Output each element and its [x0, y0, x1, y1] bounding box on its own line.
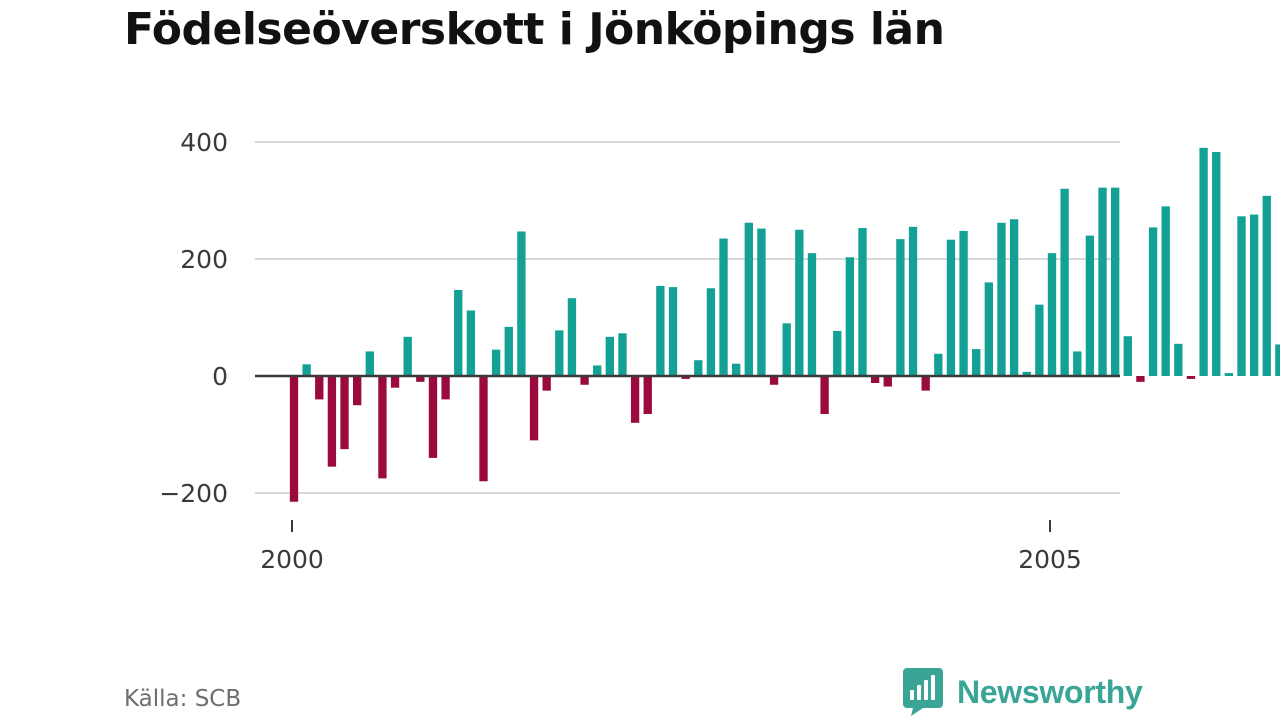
bar — [454, 290, 463, 376]
bar — [681, 376, 690, 379]
bar — [353, 376, 362, 406]
bar — [984, 282, 993, 376]
bar — [1111, 187, 1120, 376]
bar — [1249, 214, 1259, 376]
bar — [1022, 371, 1031, 376]
bar — [694, 360, 703, 376]
bar — [315, 376, 324, 400]
bar — [1199, 147, 1208, 376]
bar — [504, 326, 513, 376]
bar — [1085, 235, 1095, 376]
bar — [441, 376, 450, 400]
bar — [820, 376, 829, 415]
bar — [1186, 376, 1196, 379]
bar — [567, 298, 577, 376]
y-tick-label: 200 — [180, 245, 228, 274]
bar — [1148, 227, 1158, 376]
bar — [1237, 216, 1246, 376]
bar — [466, 310, 476, 376]
x-tick-label: 2000 — [260, 545, 324, 574]
bar — [555, 330, 564, 376]
bar — [757, 228, 766, 376]
bar — [908, 226, 918, 376]
bar — [302, 364, 311, 376]
bar — [605, 336, 614, 377]
bar — [1224, 373, 1234, 376]
bar — [428, 376, 438, 458]
bar — [390, 376, 400, 388]
bar — [921, 376, 930, 391]
chart-title: Födelseöverskott i Jönköpings län — [124, 4, 945, 55]
bar — [1174, 343, 1183, 376]
bar — [795, 229, 804, 376]
bar — [1123, 336, 1132, 376]
bar — [732, 363, 741, 376]
bar — [807, 253, 817, 376]
y-tick-label: 400 — [180, 128, 228, 157]
bar — [630, 376, 640, 423]
bar — [833, 330, 842, 376]
bar — [997, 222, 1006, 376]
brand-name: Newsworthy — [957, 673, 1143, 710]
bar — [1009, 219, 1019, 376]
bar — [668, 287, 678, 376]
y-tick-label: −200 — [159, 479, 228, 508]
bar — [1047, 253, 1057, 376]
bar — [479, 376, 488, 482]
source-note: Källa: SCB — [124, 686, 242, 712]
bar — [972, 349, 981, 376]
bar — [1275, 344, 1280, 376]
bar — [1098, 187, 1107, 376]
x-tick-label: 2005 — [1018, 545, 1082, 574]
newsworthy-logo-icon — [903, 668, 943, 716]
bar — [706, 288, 716, 376]
y-tick-label: 0 — [212, 362, 228, 391]
bar — [946, 239, 956, 376]
bar — [618, 333, 627, 376]
bar — [416, 376, 425, 382]
bar — [1136, 376, 1145, 382]
bar — [1161, 206, 1170, 376]
bars — [289, 147, 1280, 502]
bar — [870, 376, 880, 384]
bar — [719, 238, 728, 376]
bar — [542, 376, 551, 391]
bar — [845, 257, 855, 376]
bar — [580, 376, 589, 385]
bar — [289, 376, 299, 502]
grid-lines — [255, 141, 1120, 494]
bar — [403, 336, 412, 377]
bar — [365, 351, 374, 376]
bar — [327, 376, 337, 467]
bar — [934, 353, 943, 376]
bar — [1073, 351, 1082, 376]
bar — [858, 228, 867, 376]
bar — [883, 376, 892, 387]
bar — [529, 376, 539, 441]
bar — [769, 376, 779, 385]
bar — [340, 376, 349, 450]
bar — [643, 376, 652, 415]
bar — [378, 376, 387, 479]
bar — [1262, 195, 1271, 376]
bar — [896, 239, 905, 376]
bar — [1035, 304, 1044, 376]
bar — [517, 231, 526, 376]
bar — [656, 285, 665, 376]
newsworthy-logo: Newsworthy — [903, 668, 1143, 716]
bar — [959, 230, 968, 376]
bar — [1212, 151, 1221, 376]
bar — [593, 365, 602, 376]
bar — [782, 323, 791, 376]
bar — [744, 222, 753, 376]
bar — [491, 349, 501, 376]
bar — [1060, 188, 1069, 376]
